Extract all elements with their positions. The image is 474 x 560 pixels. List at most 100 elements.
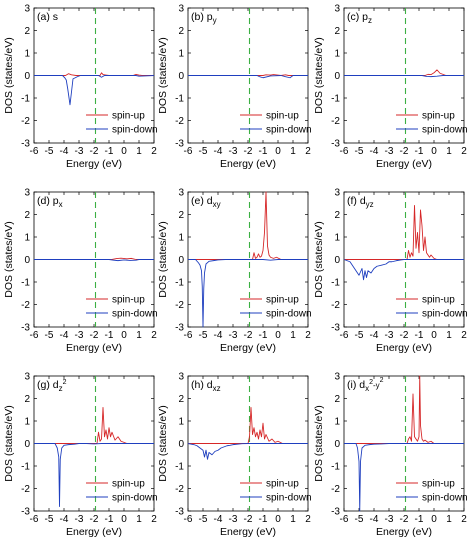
y-tick-label: 2 <box>24 210 30 221</box>
x-tick-label: 0 <box>275 146 281 157</box>
x-tick-label: -6 <box>340 146 349 157</box>
panel-title: (d) px <box>37 195 63 209</box>
panel-title: (b) py <box>191 11 217 25</box>
series-spin-up <box>344 375 464 444</box>
y-tick-label: 3 <box>334 4 340 15</box>
panel-label: (h) d <box>191 379 213 391</box>
panel-label: (a) s <box>37 11 58 23</box>
series-spin-down <box>187 443 308 460</box>
x-tick-label: -3 <box>385 146 394 157</box>
x-tick-label: -6 <box>340 514 349 525</box>
legend-entry: spin-up <box>422 295 455 306</box>
x-axis-label: Energy (eV) <box>66 526 122 538</box>
panel-title: (f) dyz <box>347 195 374 209</box>
orbital-subscript: x <box>365 384 369 393</box>
x-tick-label: -1 <box>259 514 268 525</box>
y-tick-label: 1 <box>178 233 184 244</box>
x-tick-label: -4 <box>60 330 69 341</box>
legend-entry: spin-down <box>422 493 468 504</box>
x-tick-label: -2 <box>400 330 409 341</box>
x-tick-label: -3 <box>75 514 84 525</box>
x-tick-label: -2 <box>244 330 253 341</box>
x-tick-label: -5 <box>355 146 364 157</box>
x-tick-label: 0 <box>431 146 437 157</box>
x-tick-label: 0 <box>431 514 437 525</box>
y-tick-label: -1 <box>331 278 340 289</box>
x-tick-label: 1 <box>290 514 296 525</box>
y-tick-label: 1 <box>24 233 30 244</box>
x-tick-label: 2 <box>151 514 157 525</box>
x-tick-label: -4 <box>370 330 379 341</box>
x-tick-label: -6 <box>30 330 39 341</box>
series-spin-down <box>34 443 154 507</box>
series-spin-down <box>344 75 464 78</box>
orbital-superscript: 2 <box>63 379 67 386</box>
x-tick-label: -6 <box>30 514 39 525</box>
x-tick-label: 1 <box>446 146 452 157</box>
panel-label: (i) d <box>347 379 365 391</box>
x-tick-label: -6 <box>30 146 39 157</box>
x-tick-label: -2 <box>400 146 409 157</box>
y-tick-label: 0 <box>24 71 30 82</box>
orbital-subscript: xy <box>213 200 221 209</box>
y-tick-label: 1 <box>334 417 340 428</box>
panel-title: (c) pz <box>347 11 372 25</box>
series-spin-up <box>34 257 154 260</box>
y-tick-label: 3 <box>178 4 184 15</box>
series-spin-up <box>34 407 154 444</box>
x-tick-label: -3 <box>75 146 84 157</box>
series-spin-down <box>188 75 308 79</box>
x-tick-label: 2 <box>461 514 467 525</box>
y-tick-label: -2 <box>175 484 184 495</box>
orbital-superscript: 2 <box>380 377 384 384</box>
orbital-subscript: z <box>59 384 63 393</box>
orbital-subscript: xz <box>213 384 221 393</box>
y-axis-label: DOS (states/eV) <box>313 221 325 297</box>
y-axis-label: DOS (states/eV) <box>313 37 325 113</box>
x-tick-label: -5 <box>355 514 364 525</box>
panel-label: (e) d <box>191 195 213 207</box>
x-tick-label: 0 <box>275 514 281 525</box>
x-tick-label: 1 <box>290 146 296 157</box>
x-tick-label: -5 <box>45 514 54 525</box>
x-tick-label: -2 <box>90 146 99 157</box>
x-tick-label: -1 <box>105 514 114 525</box>
y-tick-label: -1 <box>175 94 184 105</box>
x-tick-label: -4 <box>60 514 69 525</box>
y-tick-label: 2 <box>334 26 340 37</box>
y-tick-label: -1 <box>21 94 30 105</box>
legend-entry: spin-down <box>422 309 468 320</box>
series-spin-up <box>34 72 154 76</box>
x-tick-label: -5 <box>355 330 364 341</box>
y-tick-label: -2 <box>21 484 30 495</box>
y-tick-label: -3 <box>21 507 30 518</box>
legend-entry: spin-down <box>266 125 312 136</box>
y-tick-label: -1 <box>21 462 30 473</box>
x-tick-label: 0 <box>121 146 127 157</box>
legend-entry: spin-up <box>422 111 455 122</box>
panel-label: (f) d <box>347 195 366 207</box>
y-axis-label: DOS (states/eV) <box>157 405 169 481</box>
y-tick-label: 0 <box>178 255 184 266</box>
x-tick-label: -1 <box>259 330 268 341</box>
y-tick-label: 2 <box>24 26 30 37</box>
panel-label: (g) d <box>37 379 59 391</box>
x-tick-label: 2 <box>461 146 467 157</box>
y-tick-label: 0 <box>24 439 30 450</box>
y-tick-label: 3 <box>24 4 30 15</box>
x-tick-label: 2 <box>305 514 311 525</box>
y-tick-label: 3 <box>24 188 30 199</box>
x-tick-label: 1 <box>136 514 142 525</box>
legend-entry: spin-up <box>422 479 455 490</box>
x-tick-label: -4 <box>60 146 69 157</box>
y-tick-label: -1 <box>331 94 340 105</box>
y-tick-label: 3 <box>178 188 184 199</box>
orbital-subscript-part: -y <box>373 381 380 390</box>
x-tick-label: -3 <box>229 330 238 341</box>
y-tick-label: -3 <box>175 323 184 334</box>
